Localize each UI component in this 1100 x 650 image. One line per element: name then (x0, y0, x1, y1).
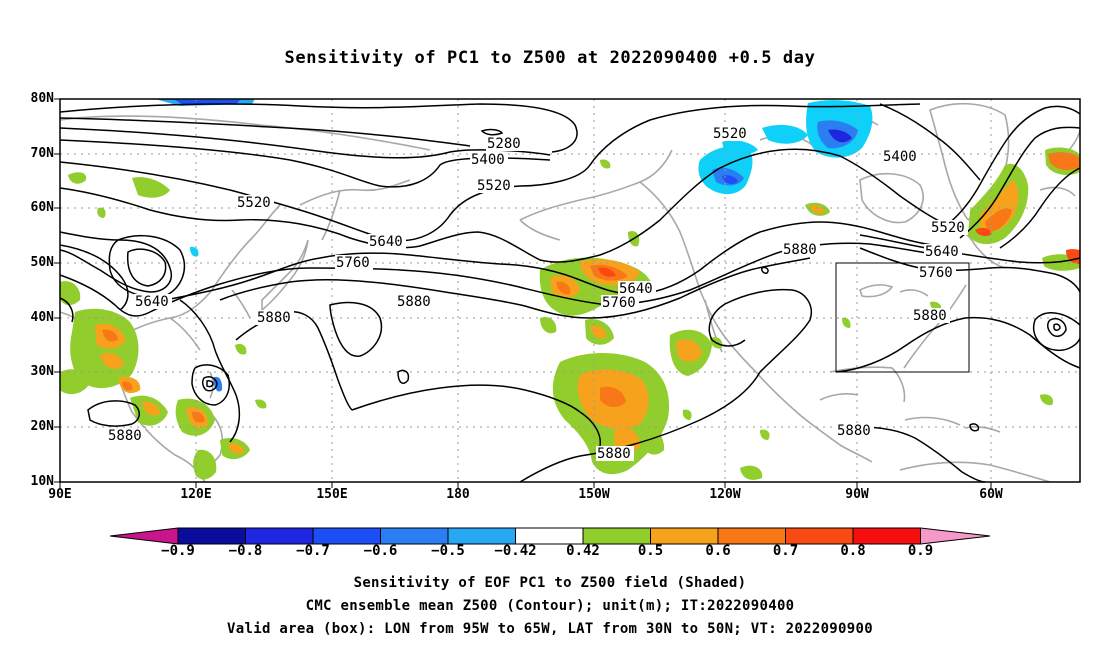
lon-label: 120W (709, 487, 741, 502)
colorbar-swatch (583, 528, 651, 544)
contour-labels: 5280 5400 5520 5520 5640 5760 5640 5880 … (107, 126, 968, 462)
lat-label: 60N (30, 200, 54, 215)
colorbar-label: −0.9 (161, 543, 195, 559)
colorbar-swatch (178, 528, 246, 544)
contour-label-5880: 5880 (597, 446, 631, 462)
contour-label-5880: 5880 (257, 310, 291, 326)
axis-ticks (54, 98, 992, 488)
contour-label-5760: 5760 (336, 255, 370, 271)
colorbar-label: 0.6 (705, 543, 731, 559)
colorbar-swatch (245, 528, 313, 544)
caption-contour: CMC ensemble mean Z500 (Contour); unit(m… (305, 598, 795, 614)
contour-label-5640: 5640 (619, 281, 653, 297)
colorbar-swatch (718, 528, 786, 544)
lat-label: 40N (30, 310, 54, 325)
lat-label: 50N (30, 255, 54, 270)
contour-label-5880: 5880 (783, 242, 817, 258)
z500-contours (59, 103, 1081, 483)
colorbar-label: −0.5 (431, 543, 465, 559)
colorbar-label: 0.5 (637, 543, 664, 559)
colorbar-over-triangle (920, 528, 990, 544)
caption-shading: Sensitivity of EOF PC1 to Z500 field (Sh… (353, 575, 747, 591)
colorbar-swatch (650, 528, 718, 544)
contour-label-5640: 5640 (369, 234, 403, 250)
contour-label-5760: 5760 (602, 295, 636, 311)
lat-label: 10N (30, 474, 54, 489)
lat-label: 80N (30, 91, 54, 106)
colorbar-swatch (448, 528, 516, 544)
contour-label-5400: 5400 (471, 152, 505, 168)
map-panel: 5280 5400 5520 5520 5640 5760 5640 5880 … (54, 98, 1081, 488)
lat-label: 30N (30, 364, 54, 379)
lat-lon-grid (60, 99, 1080, 482)
contour-label-5400: 5400 (883, 149, 917, 165)
contour-label-5760: 5760 (919, 265, 953, 281)
contour-label-5640: 5640 (925, 244, 959, 260)
colorbar-label: −0.6 (363, 543, 398, 559)
map-title: Sensitivity of PC1 to Z500 at 2022090400… (284, 48, 816, 68)
contour-label-5520: 5520 (237, 195, 271, 211)
colorbar-swatch (515, 528, 583, 544)
lat-label: 20N (30, 419, 54, 434)
contour-label-5880: 5880 (108, 428, 142, 444)
valid-area-box (835, 262, 970, 373)
sensitivity-shading (60, 99, 1080, 480)
colorbar-swatch (313, 528, 381, 544)
contour-label-5520: 5520 (477, 178, 511, 194)
colorbar-label: 0.7 (772, 543, 799, 559)
colorbar-label: 0.42 (566, 543, 600, 559)
colorbar-label: −0.8 (228, 543, 263, 559)
caption-valid-area: Valid area (box): LON from 95W to 65W, L… (227, 621, 873, 637)
colorbar-label: −0.7 (296, 543, 330, 559)
contour-label-5880: 5880 (837, 423, 871, 439)
lon-label: 90E (48, 487, 72, 502)
colorbar-label: −0.42 (494, 543, 537, 559)
colorbar-swatch (380, 528, 448, 544)
lon-label: 150W (578, 487, 610, 502)
contour-label-5880: 5880 (913, 308, 947, 324)
map-frame (59, 98, 1081, 483)
lon-label: 120E (180, 487, 212, 502)
contour-label-5640: 5640 (135, 294, 169, 310)
contour-label-5280: 5280 (487, 136, 521, 152)
lon-label: 180 (446, 487, 470, 502)
lon-label: 60W (979, 487, 1003, 502)
contour-label-5520: 5520 (931, 220, 965, 236)
lat-label: 70N (30, 146, 54, 161)
lon-label: 150E (316, 487, 348, 502)
colorbar-swatch (785, 528, 853, 544)
colorbar-swatch (853, 528, 921, 544)
contour-label-5880: 5880 (397, 294, 431, 310)
lon-label: 90W (845, 487, 869, 502)
contour-label-5520: 5520 (713, 126, 747, 142)
colorbar-label: 0.8 (840, 543, 866, 559)
colorbar-under-triangle (110, 528, 178, 544)
colorbar-label: 0.9 (907, 543, 934, 559)
